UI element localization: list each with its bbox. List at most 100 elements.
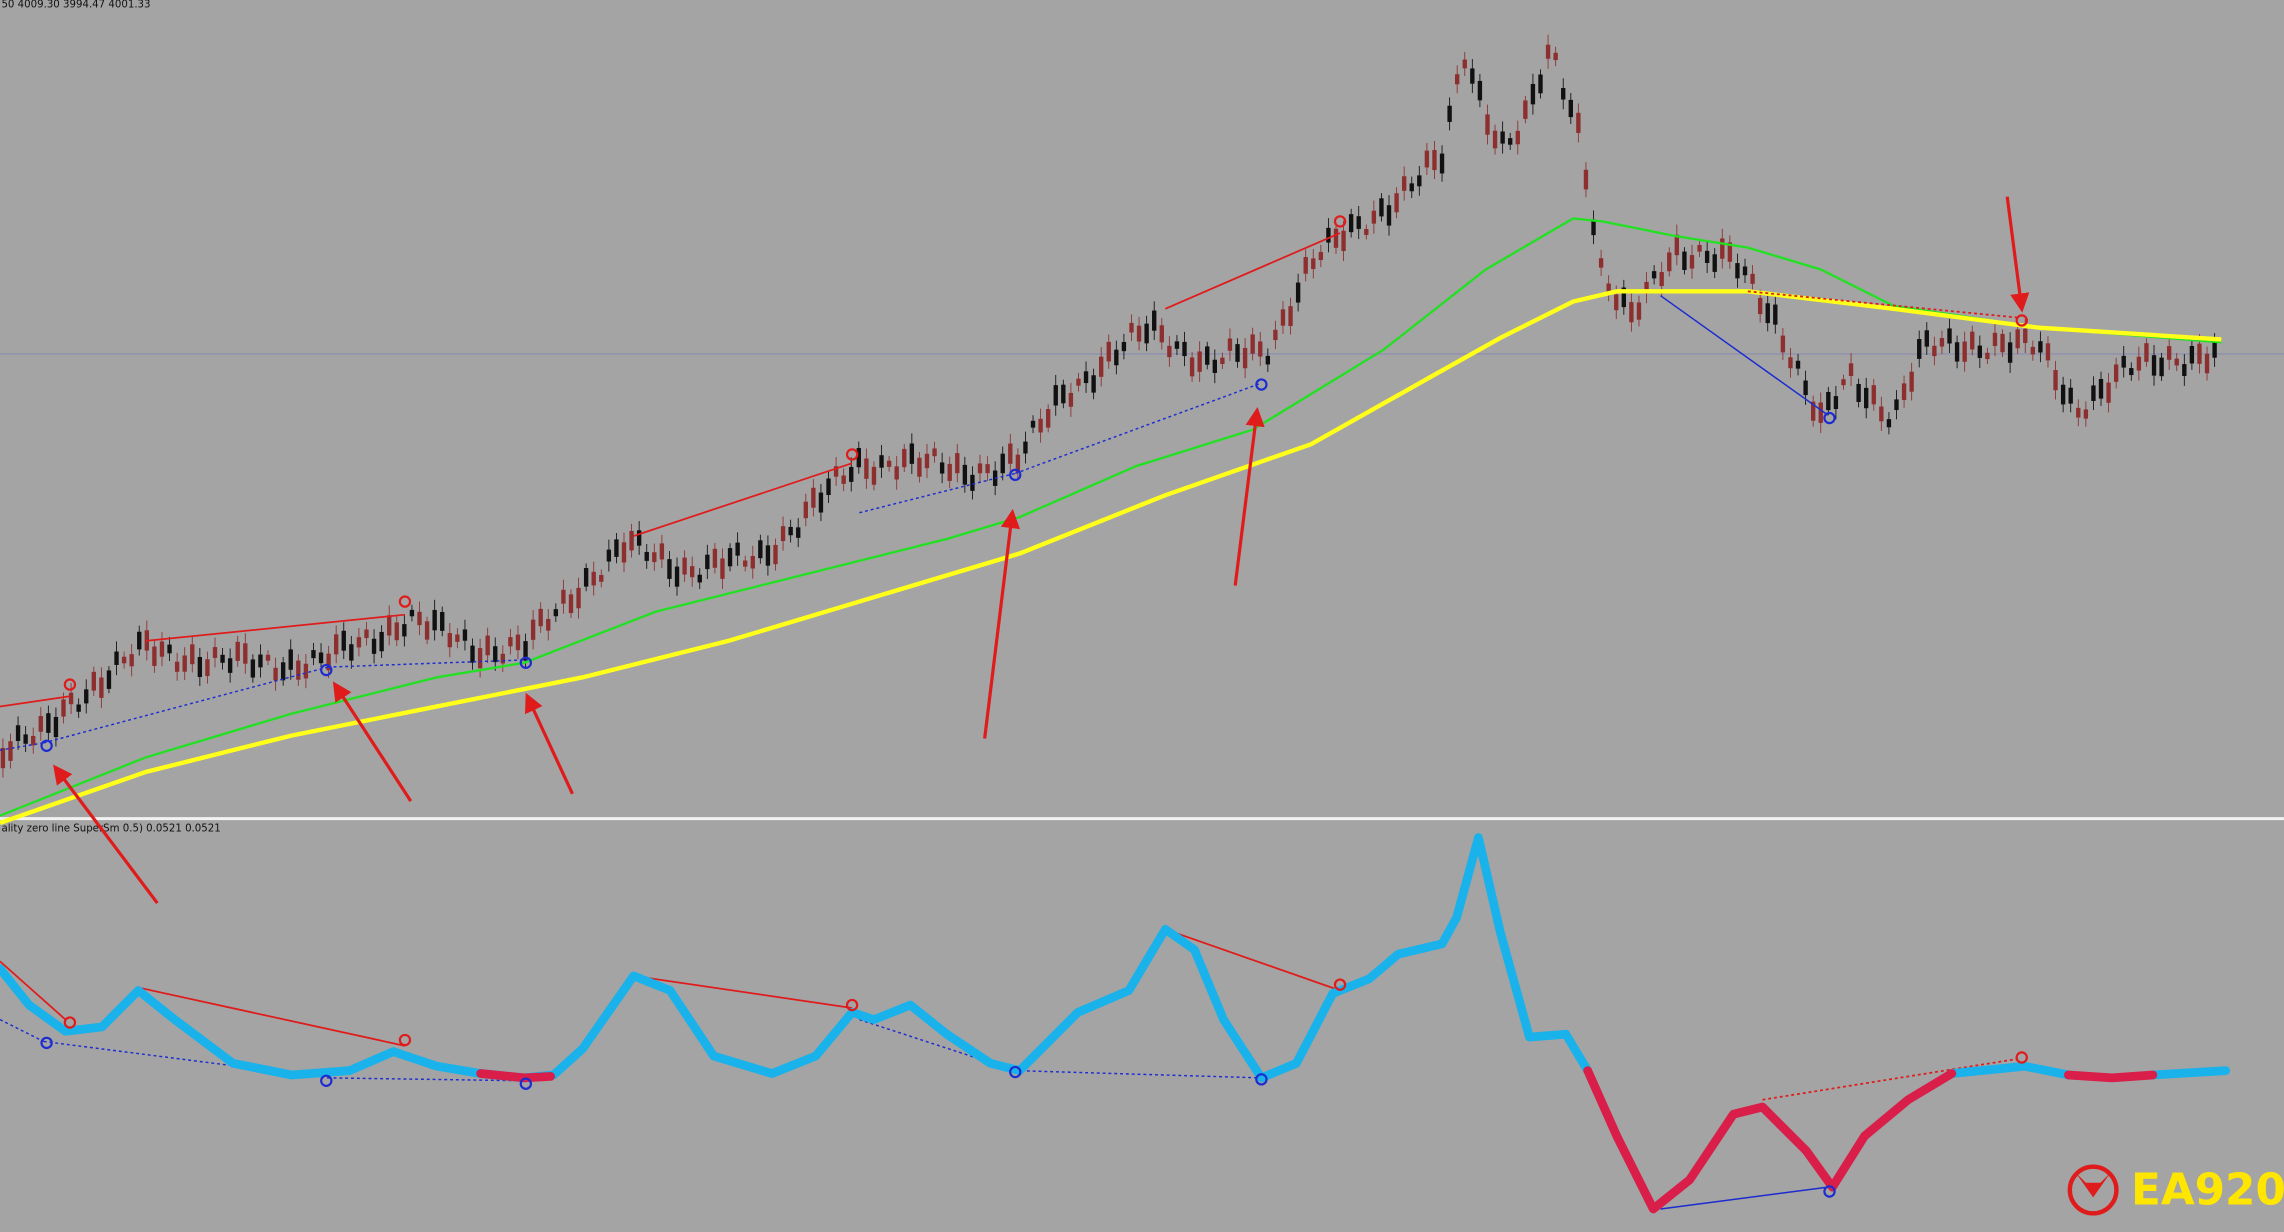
candle-body [947,463,952,481]
candle-body [1735,263,1740,279]
candle-body [440,611,445,631]
candle-body [1970,331,1975,350]
candle-body [2060,384,2066,405]
candle-body [1227,338,1233,351]
candle-body [1879,406,1884,422]
candle-body [508,637,513,647]
candle-body [917,457,922,477]
candle-body [2076,407,2081,418]
candle-body [2144,343,2149,362]
candle-body [1742,266,1748,276]
candle-body [197,656,203,678]
candle-body [2113,364,2119,382]
signal-dot [1333,215,1347,228]
candle-body [970,474,975,491]
candle-body [1924,330,1929,347]
signal-dots [40,215,2028,1198]
candle-body [1386,205,1392,226]
candle-body [894,466,899,480]
candle-body [1780,335,1786,353]
candle-body [576,587,581,609]
candle-body [591,571,596,586]
candle-body [599,575,604,582]
candle-body [2182,364,2187,376]
candle-body [674,566,680,587]
candle-body [470,645,475,663]
candle-body [1258,341,1263,357]
oscillator-up [1947,1061,2073,1080]
signal-dot [320,663,333,677]
candle-body [879,455,884,468]
candle-body [1523,100,1528,119]
candle-body [1750,273,1755,284]
candle-body [1614,294,1619,311]
candle-body [333,634,339,655]
candle-body [1136,325,1142,342]
candle-body [1045,409,1051,428]
candle-body [780,526,786,542]
signal-dot [1823,1185,1836,1198]
candle-body [1462,59,1467,69]
candle-body [2174,358,2179,366]
candle-body [955,453,960,474]
candle-body [977,463,983,474]
candle-body [849,466,854,482]
candle-body [652,552,657,563]
candle-body [1265,355,1271,365]
candle-body [1591,219,1596,236]
candle-body [1470,68,1475,84]
candle-body [326,653,331,671]
candle-body [758,540,763,559]
candle-body [1379,198,1384,217]
candle-body [765,545,771,566]
candle-body [15,725,21,741]
candle-body [462,629,468,641]
candle-body [2045,343,2051,361]
candle-body [909,443,915,464]
candle-body [61,699,66,717]
signal-dot [1333,978,1347,991]
candle-body [1333,228,1339,248]
candle-body [2204,353,2210,374]
signal-dot [1255,1073,1268,1086]
candle-body [493,646,498,663]
candle-body [296,660,301,680]
candle-body [1212,359,1217,373]
candle-body [167,644,172,654]
signal-dot [845,448,859,461]
candle-body [1159,325,1164,343]
candle-body [1833,396,1839,410]
signal-dot [1009,1065,1022,1079]
signal-dot [398,595,412,608]
oscillator-up [0,833,1593,1083]
candle-body [2189,345,2195,364]
candle-body [1538,74,1543,94]
candle-body [190,644,195,665]
candle-body [2053,370,2058,391]
candle-body [1076,378,1081,386]
candle-body [629,530,634,551]
candle-body [258,654,263,668]
candle-body [1485,114,1490,135]
signal-dot [2015,1051,2028,1064]
candle-body [235,641,240,661]
signal-dot [40,739,53,752]
candle-body [212,647,218,658]
candle-body [1500,131,1505,144]
candle-body [2030,346,2036,355]
candle-body [1167,345,1172,358]
candle-body [1644,281,1649,294]
candle-body [614,539,619,557]
candle-body [546,618,551,631]
candle-body [2197,343,2202,364]
candle-body [705,554,710,570]
indicator-label: ality zero line SuperSm 0.5) 0.0521 0.05… [1,824,220,835]
candle-body [1326,227,1331,243]
price-info: 50 4009.30 3994.47 4001.33 [1,0,150,10]
candle-body [856,447,861,468]
candle-body [159,641,165,657]
candle-body [689,566,695,578]
candle-body [1720,238,1725,259]
candle-body [871,466,877,485]
